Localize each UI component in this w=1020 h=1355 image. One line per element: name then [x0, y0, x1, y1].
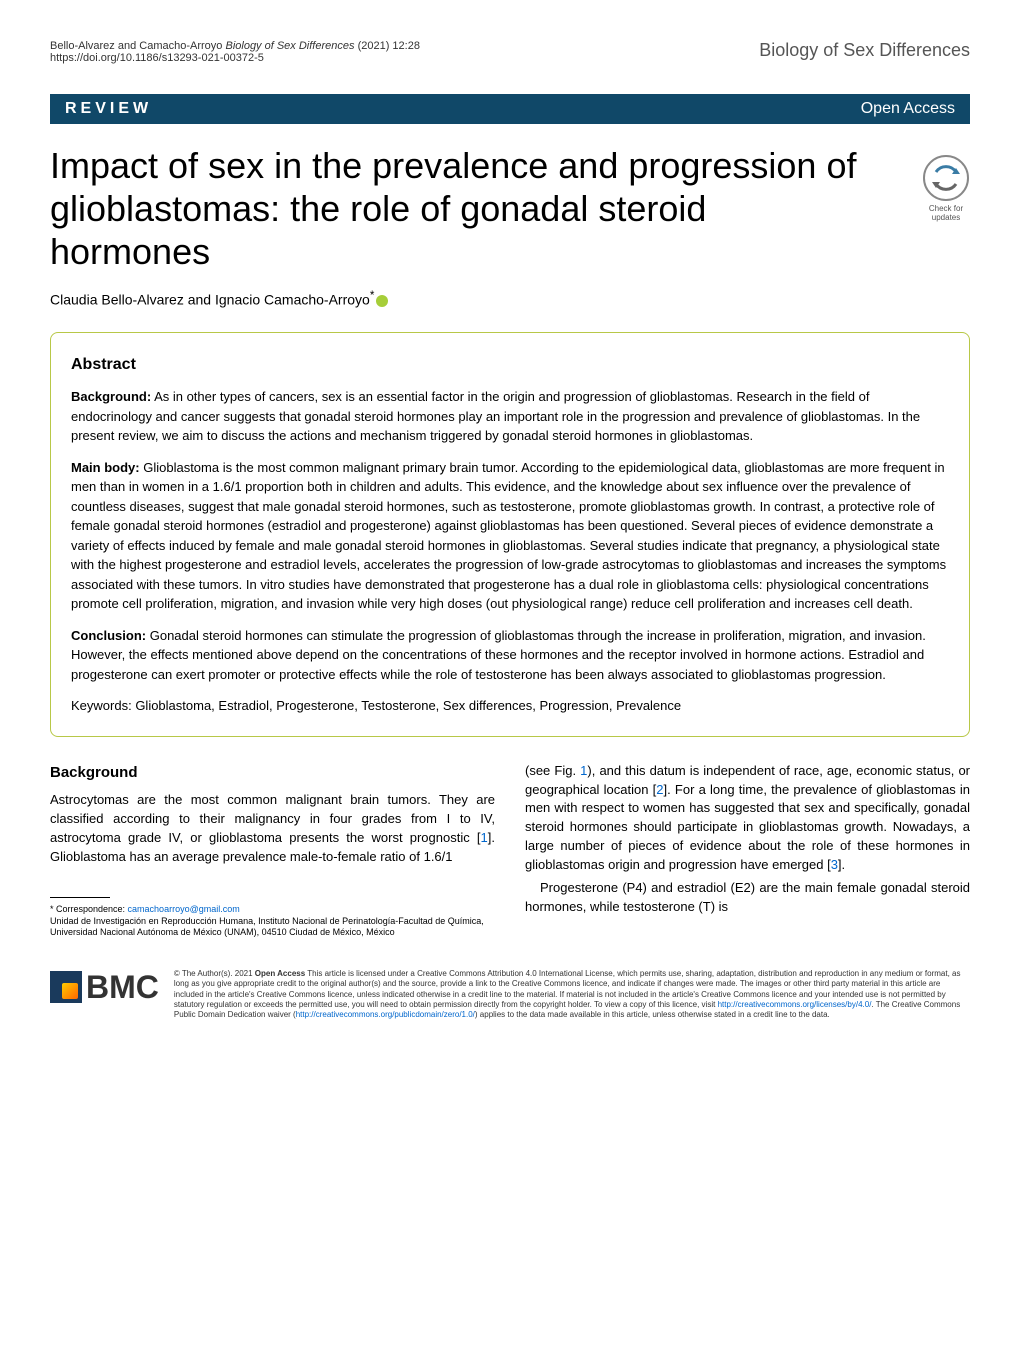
- orcid-icon[interactable]: [376, 295, 388, 307]
- correspondence-label: * Correspondence:: [50, 904, 128, 914]
- bmc-logo-icon: [50, 971, 82, 1003]
- body-text-2a: (see Fig.: [525, 763, 580, 778]
- abstract-background: Background: As in other types of cancers…: [71, 387, 949, 446]
- check-updates-icon: [922, 154, 970, 202]
- corresponding-marker: *: [370, 289, 375, 302]
- citation-journal: Biology of Sex Differences: [225, 40, 354, 52]
- citation-left: Bello-Alvarez and Camacho-Arroyo Biology…: [50, 40, 759, 64]
- check-updates-text1: Check for: [929, 204, 963, 213]
- authors-line: Claudia Bello-Alvarez and Ignacio Camach…: [50, 289, 970, 308]
- review-label: REVIEW: [65, 100, 152, 118]
- citation-doi: https://doi.org/10.1186/s13293-021-00372…: [50, 52, 264, 64]
- footer-section: BMC © The Author(s). 2021 Open Access Th…: [50, 969, 970, 1021]
- abstract-keywords: Keywords: Glioblastoma, Estradiol, Proge…: [71, 696, 949, 716]
- abstract-heading: Abstract: [71, 353, 949, 377]
- license-a: © The Author(s). 2021: [174, 969, 255, 978]
- body-para-1: Astrocytomas are the most common maligna…: [50, 791, 495, 866]
- abstract-mainbody: Main body: Glioblastoma is the most comm…: [71, 458, 949, 614]
- body-para-3: Progesterone (P4) and estradiol (E2) are…: [525, 879, 970, 917]
- license-bold: Open Access: [255, 969, 305, 978]
- correspondence-email[interactable]: camachoarroyo@gmail.com: [128, 904, 240, 914]
- keywords-label: Keywords:: [71, 698, 132, 713]
- bmc-logo-text: BMC: [86, 969, 159, 1006]
- citation-authors: Bello-Alvarez and Camacho-Arroyo: [50, 40, 222, 52]
- bmc-logo: BMC: [50, 969, 159, 1006]
- header: Bello-Alvarez and Camacho-Arroyo Biology…: [50, 40, 970, 64]
- abstract-box: Abstract Background: As in other types o…: [50, 332, 970, 737]
- footnote: * Correspondence: camachoarroyo@gmail.co…: [50, 904, 495, 939]
- footnote-separator: [50, 897, 110, 898]
- license-link-2[interactable]: http://creativecommons.org/publicdomain/…: [296, 1010, 475, 1019]
- check-updates-text2: updates: [932, 213, 960, 222]
- abstract-mainbody-text: Glioblastoma is the most common malignan…: [71, 460, 946, 612]
- authors-text: Claudia Bello-Alvarez and Ignacio Camach…: [50, 291, 370, 307]
- abstract-conclusion-text: Gonadal steroid hormones can stimulate t…: [71, 628, 926, 682]
- body-text-1a: Astrocytomas are the most common maligna…: [50, 792, 495, 845]
- abstract-conclusion-label: Conclusion:: [71, 628, 146, 643]
- main-content: Background Astrocytomas are the most com…: [50, 762, 970, 939]
- citation-line: Bello-Alvarez and Camacho-Arroyo Biology…: [50, 40, 970, 64]
- check-updates-badge[interactable]: Check for updates: [922, 154, 970, 222]
- abstract-background-label: Background:: [71, 389, 151, 404]
- license-text: © The Author(s). 2021 Open Access This a…: [174, 969, 970, 1021]
- body-text-2d: ].: [838, 857, 845, 872]
- citation-year-vol: (2021) 12:28: [358, 40, 420, 52]
- column-left: Background Astrocytomas are the most com…: [50, 762, 495, 939]
- column-right: (see Fig. 1), and this datum is independ…: [525, 762, 970, 939]
- keywords-text: Glioblastoma, Estradiol, Progesterone, T…: [132, 698, 681, 713]
- affiliation-text: Unidad de Investigación en Reproducción …: [50, 916, 484, 938]
- license-link-1[interactable]: http://creativecommons.org/licenses/by/4…: [718, 1000, 872, 1009]
- journal-name: Biology of Sex Differences: [759, 40, 970, 61]
- abstract-conclusion: Conclusion: Gonadal steroid hormones can…: [71, 626, 949, 685]
- ref-3[interactable]: 3: [831, 857, 838, 872]
- abstract-mainbody-label: Main body:: [71, 460, 140, 475]
- title-section: Impact of sex in the prevalence and prog…: [50, 144, 970, 274]
- review-banner: REVIEW Open Access: [50, 94, 970, 124]
- ref-1[interactable]: 1: [481, 830, 488, 845]
- abstract-background-text: As in other types of cancers, sex is an …: [71, 389, 920, 443]
- body-para-2: (see Fig. 1), and this datum is independ…: [525, 762, 970, 875]
- article-title: Impact of sex in the prevalence and prog…: [50, 144, 970, 274]
- open-access-label: Open Access: [861, 100, 955, 118]
- background-heading: Background: [50, 762, 495, 784]
- body-text-3: Progesterone (P4) and estradiol (E2) are…: [525, 880, 970, 914]
- license-d: ) applies to the data made available in …: [475, 1010, 830, 1019]
